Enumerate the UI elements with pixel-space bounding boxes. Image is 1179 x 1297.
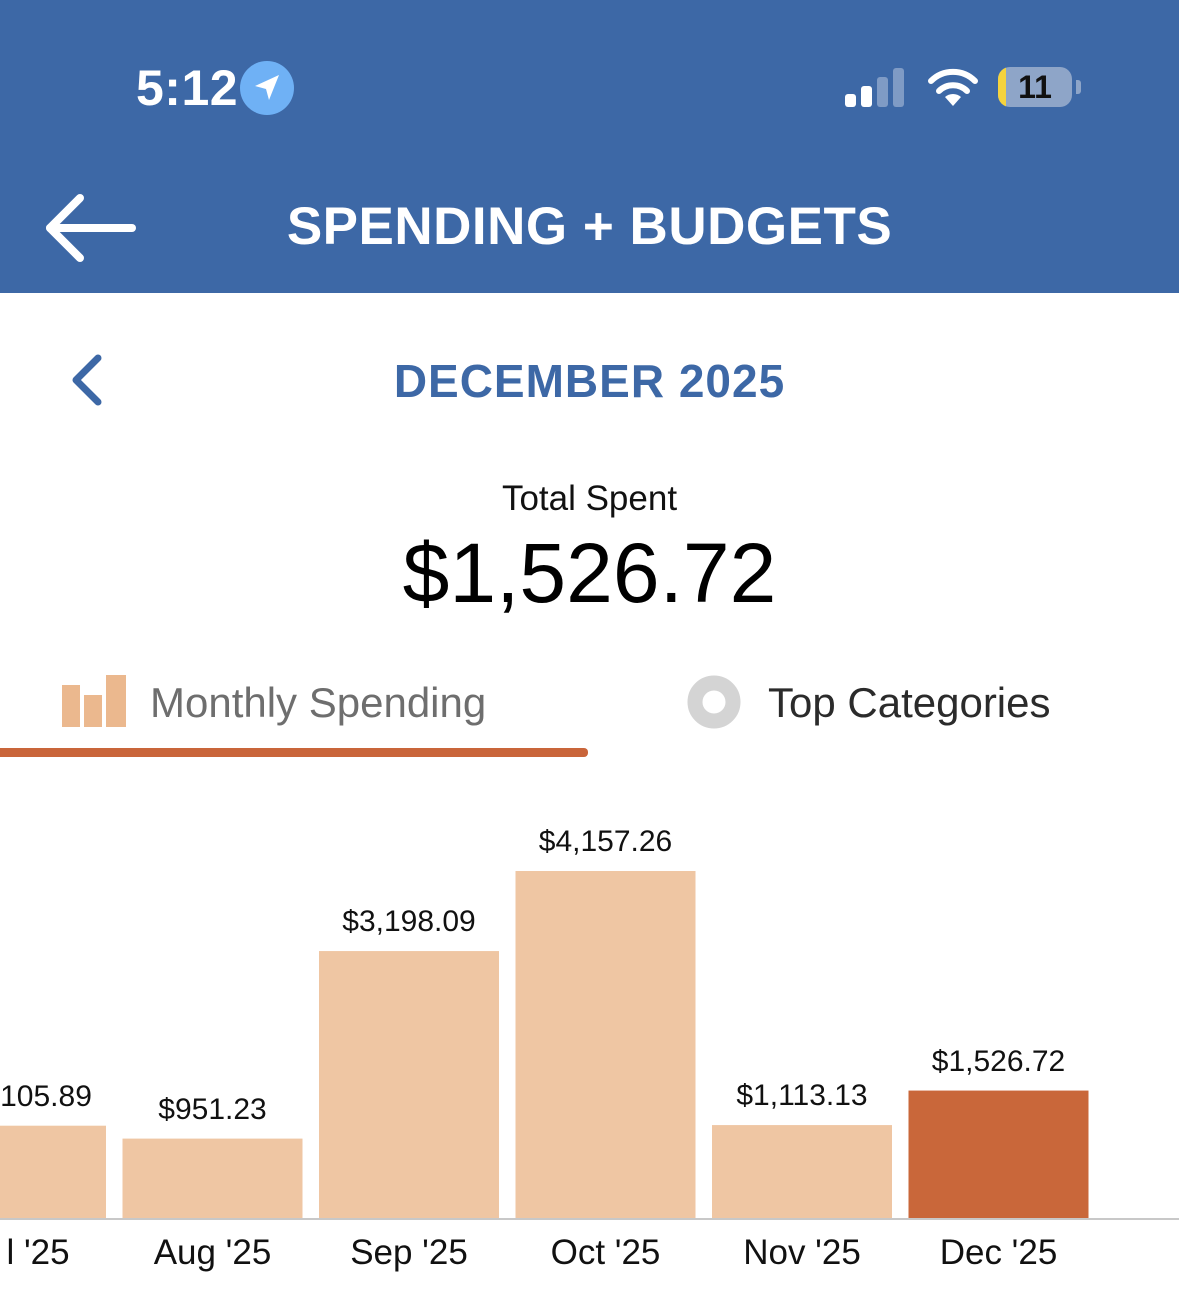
battery-level: 11 [1018, 69, 1052, 105]
tab-top-categories-label: Top Categories [768, 679, 1051, 726]
total-spent-value: $1,526.72 [402, 526, 777, 620]
x-tick-label-4: Nov '25 [743, 1233, 861, 1272]
bar-value-label-4: $1,113.13 [736, 1079, 868, 1113]
previous-month-button[interactable] [60, 350, 120, 410]
location-arrow-icon [240, 61, 294, 115]
monthly-spending-chart-svg [0, 871, 1179, 1220]
bar-chart-icon [62, 675, 126, 727]
bar-3[interactable] [515, 871, 696, 1218]
tab-top-categories[interactable]: Top Categories [660, 660, 1179, 760]
battery-indicator: 11 [998, 67, 1072, 107]
monthly-spending-chart: 105.89 l '25 $951.23 Aug '25 $3,198.09 Sep '2… [0, 780, 1179, 1297]
bar-5[interactable] [908, 1090, 1089, 1218]
chevron-left-icon [72, 354, 102, 406]
bar-value-label-0: 105.89 [0, 1079, 92, 1113]
status-time: 5:12 [136, 60, 239, 116]
bar-value-label-2: $3,198.09 [342, 905, 476, 939]
bar-value-label-1: $951.23 [158, 1092, 267, 1126]
bar-1[interactable] [122, 1138, 303, 1218]
battery-cap [1076, 80, 1081, 94]
tab-monthly-spending[interactable]: Monthly Spending [0, 660, 588, 760]
x-tick-label-5: Dec '25 [939, 1233, 1058, 1272]
cellular-signal-icon [845, 68, 904, 107]
back-button[interactable] [40, 190, 140, 266]
x-tick-label-3: Oct '25 [550, 1233, 661, 1272]
total-spent-label: Total Spent [501, 479, 678, 518]
page-title: SPENDING + BUDGETS [286, 197, 893, 256]
x-tick-label-2: Sep '25 [350, 1233, 468, 1272]
bar-0[interactable] [0, 1125, 106, 1218]
bar-4[interactable] [712, 1125, 892, 1218]
bar-value-label-5: $1,526.72 [931, 1044, 1066, 1078]
arrow-left-icon [46, 194, 136, 262]
month-label: DECEMBER 2025 [393, 355, 786, 407]
bar-2[interactable] [319, 951, 499, 1218]
top-app-bar: 5:12 11 SPENDING + BUDGETS [0, 0, 1179, 293]
x-tick-label-0: l '25 [6, 1233, 70, 1272]
tab-monthly-spending-label: Monthly Spending [150, 679, 487, 726]
selected-tab-indicator [0, 748, 588, 757]
wifi-icon [928, 68, 978, 106]
x-tick-label-1: Aug '25 [153, 1233, 272, 1272]
donut-chart-icon [687, 675, 741, 729]
bar-value-label-3: $4,157.26 [538, 825, 673, 858]
battery-fill [998, 67, 1007, 107]
